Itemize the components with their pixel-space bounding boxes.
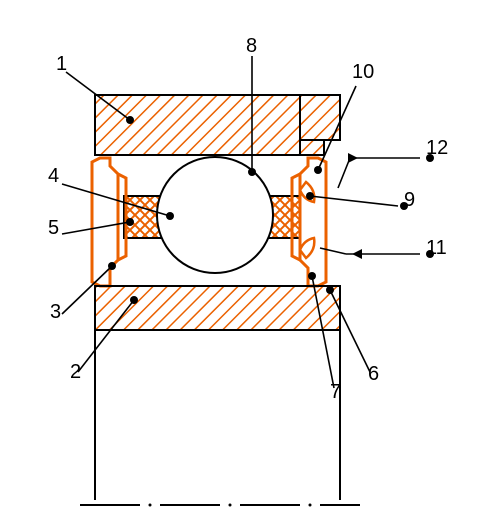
seal-right bbox=[300, 158, 326, 286]
label-7: 7 bbox=[330, 381, 341, 403]
label-12: 12 bbox=[426, 137, 448, 159]
leader-dot-1 bbox=[126, 116, 134, 124]
leader-dot-10 bbox=[314, 166, 322, 174]
label-1: 1 bbox=[56, 53, 67, 75]
centerline-dot bbox=[149, 504, 152, 507]
arrowhead bbox=[352, 249, 362, 259]
leader-dot-8 bbox=[248, 168, 256, 176]
arrowhead bbox=[348, 153, 358, 163]
ball bbox=[157, 157, 273, 273]
leader-11 bbox=[320, 248, 420, 254]
label-2: 2 bbox=[70, 361, 81, 383]
label-10: 10 bbox=[352, 61, 374, 83]
label-5: 5 bbox=[48, 217, 59, 239]
label-9: 9 bbox=[404, 189, 415, 211]
shaft-outline bbox=[95, 330, 340, 500]
outer-ring-right-lower bbox=[300, 140, 324, 155]
leader-dot-2 bbox=[130, 296, 138, 304]
inner-ring-band bbox=[95, 286, 340, 330]
leader-dot-9 bbox=[306, 192, 314, 200]
outer-ring-left bbox=[95, 95, 300, 155]
leader-dot-5 bbox=[126, 218, 134, 226]
leader-dot-3 bbox=[108, 262, 116, 270]
centerline-dot bbox=[309, 504, 312, 507]
centerline-dot bbox=[229, 504, 232, 507]
leader-dot-4 bbox=[166, 212, 174, 220]
leader-dot-6 bbox=[326, 286, 334, 294]
label-8: 8 bbox=[246, 35, 257, 57]
leader-dot-7 bbox=[308, 272, 316, 280]
label-6: 6 bbox=[368, 363, 379, 385]
label-4: 4 bbox=[48, 165, 59, 187]
label-3: 3 bbox=[50, 301, 61, 323]
label-11: 11 bbox=[426, 237, 447, 259]
leader-12 bbox=[338, 158, 420, 188]
